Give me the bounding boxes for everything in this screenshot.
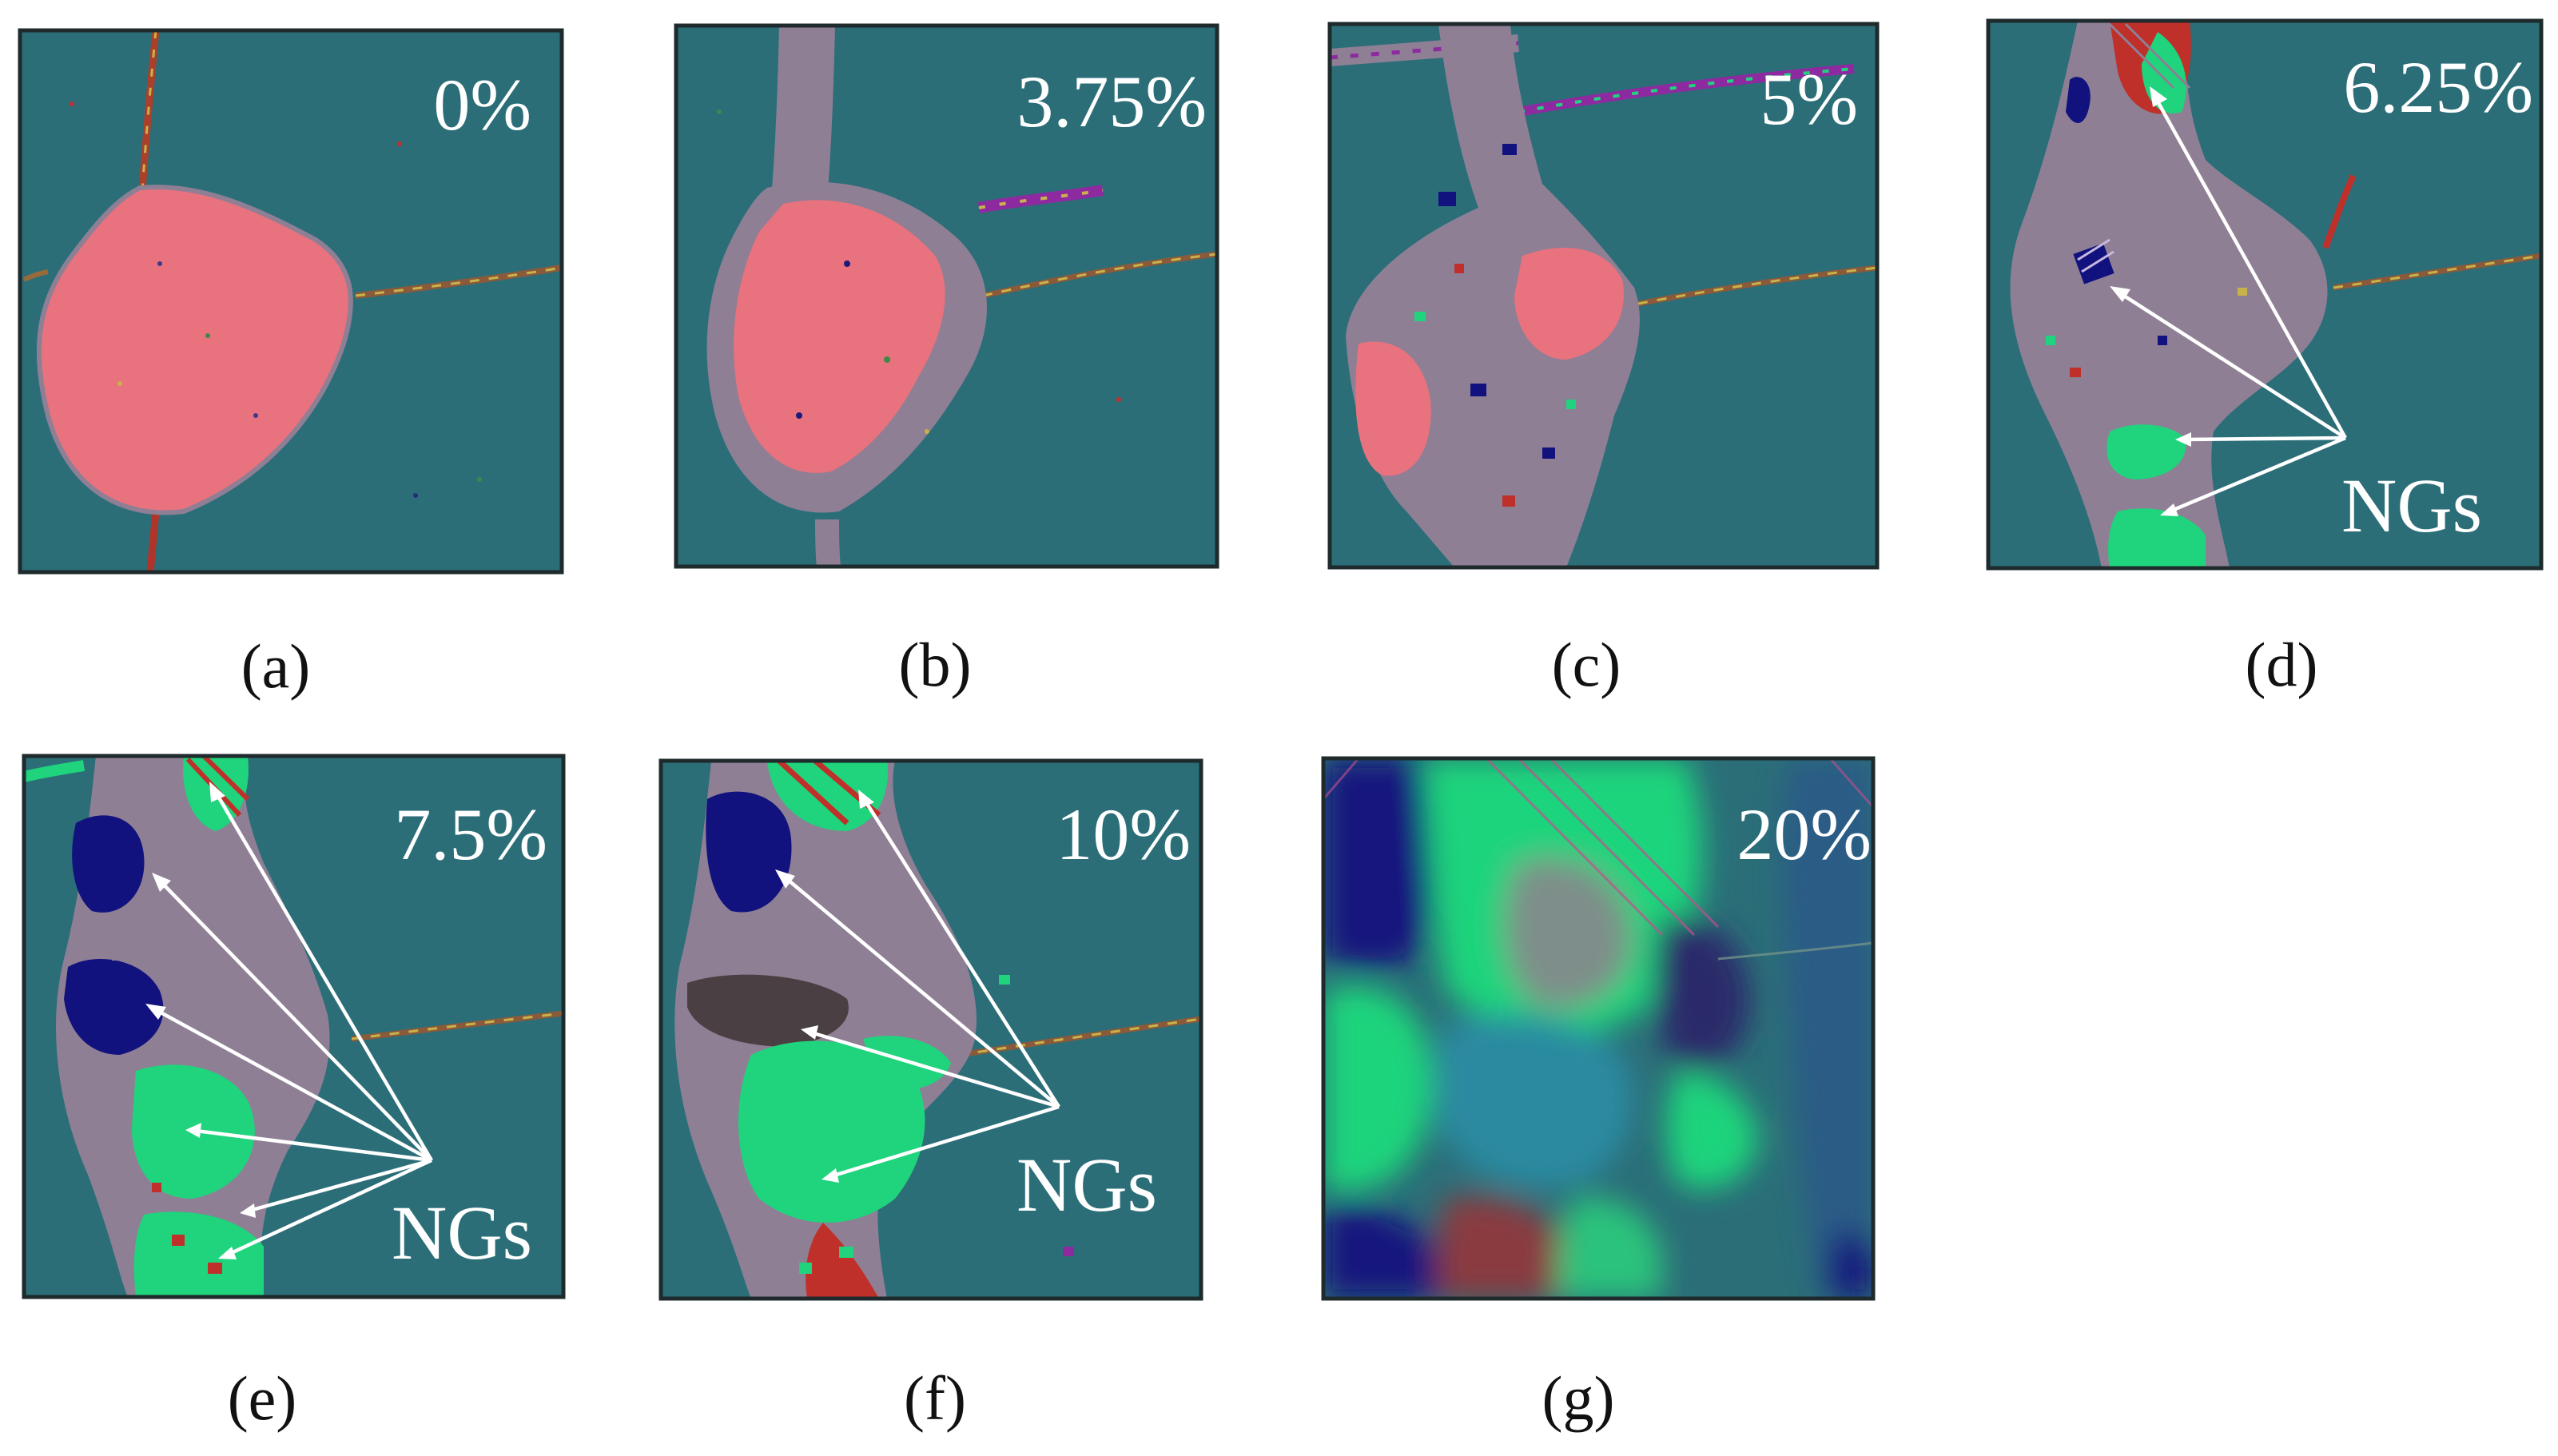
panel-d-arrows — [2110, 86, 2347, 516]
panel-f-image — [661, 761, 1201, 1299]
panel-a-strain-label: 0% — [433, 64, 531, 145]
panel-f-ngs-label: NGs — [1016, 1142, 1157, 1227]
panel-e-image — [24, 756, 563, 1297]
panel-f-strain-label: 10% — [1056, 794, 1191, 875]
panel-g-caption: (g) — [1542, 1363, 1615, 1433]
panel-c: 5% (c) — [1327, 22, 1880, 699]
panel-e: 7.5% NGs (e) — [22, 754, 566, 1433]
panel-g: 20% (g) — [1321, 756, 1876, 1433]
panel-e-arrows — [145, 782, 433, 1259]
panel-b-image — [676, 26, 1217, 567]
panel-b-caption: (b) — [899, 630, 972, 699]
panel-d-caption: (d) — [2246, 630, 2318, 699]
panel-a-image — [20, 30, 562, 572]
panel-e-ngs-label: NGs — [392, 1190, 532, 1275]
panel-e-strain-label: 7.5% — [394, 794, 547, 875]
panel-a-caption: (a) — [241, 631, 311, 701]
panel-d: 6.25% NGs (d) — [1986, 18, 2544, 699]
panel-f-caption: (f) — [904, 1363, 966, 1433]
panel-d-image — [1988, 21, 2541, 568]
panel-f: 10% NGs (f) — [658, 758, 1203, 1433]
panel-d-strain-label: 6.25% — [2343, 46, 2533, 128]
panel-a: 0% (a) — [18, 28, 564, 701]
panel-g-strain-label: 20% — [1736, 794, 1872, 875]
panel-b: 3.75% (b) — [674, 23, 1219, 699]
panel-f-arrows — [775, 790, 1060, 1183]
panel-e-caption: (e) — [228, 1363, 297, 1433]
panel-c-strain-label: 5% — [1760, 58, 1858, 140]
panel-c-image — [1330, 24, 1877, 567]
panel-c-caption: (c) — [1552, 630, 1621, 699]
panel-b-strain-label: 3.75% — [1016, 61, 1207, 142]
panel-d-ngs-label: NGs — [2341, 463, 2482, 548]
panel-g-image — [1323, 758, 1873, 1299]
